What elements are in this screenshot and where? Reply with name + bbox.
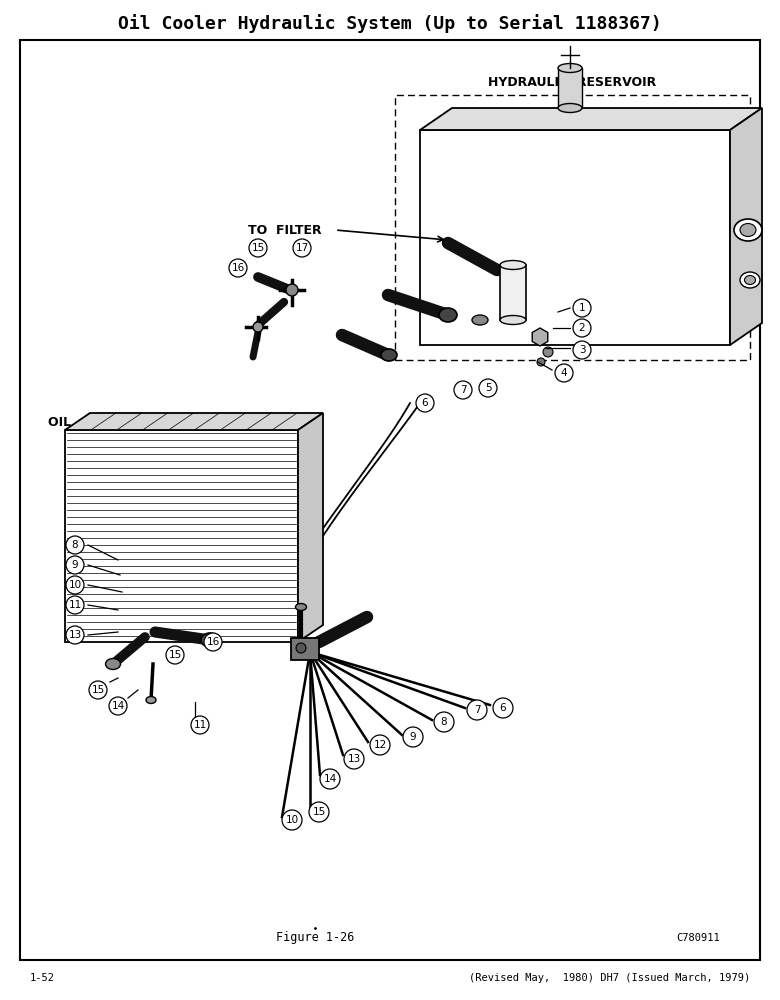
Text: 8: 8 [441,717,447,727]
Text: 11: 11 [69,600,82,610]
Polygon shape [298,413,323,642]
Text: HYDRAULIC  RESERVOIR: HYDRAULIC RESERVOIR [488,76,656,89]
Ellipse shape [146,696,156,704]
Circle shape [89,681,107,699]
Circle shape [403,727,423,747]
Text: 15: 15 [251,243,264,253]
Text: 7: 7 [473,705,480,715]
Bar [65,430,298,642]
Text: 4: 4 [561,368,567,378]
Ellipse shape [558,104,582,112]
Polygon shape [420,108,762,130]
Ellipse shape [201,633,219,647]
Text: 5: 5 [484,383,491,393]
Circle shape [253,322,263,332]
Text: 10: 10 [285,815,299,825]
Bar [420,130,730,345]
Circle shape [66,626,84,644]
Circle shape [191,716,209,734]
Ellipse shape [439,308,457,322]
Circle shape [166,646,184,664]
Circle shape [109,697,127,715]
Circle shape [309,802,329,822]
Polygon shape [730,108,762,345]
Ellipse shape [472,315,488,325]
Text: 8: 8 [72,540,78,550]
Text: 6: 6 [500,703,506,713]
Ellipse shape [740,272,760,288]
Circle shape [286,284,298,296]
Ellipse shape [744,275,756,284]
Text: 7: 7 [459,385,466,395]
Text: 14: 14 [324,774,337,784]
Text: 6: 6 [422,398,428,408]
Text: 1-52: 1-52 [30,973,55,983]
Text: 17: 17 [296,243,309,253]
Text: 15: 15 [168,650,182,660]
Ellipse shape [381,349,397,361]
Circle shape [249,239,267,257]
Text: 3: 3 [579,345,585,355]
Circle shape [66,556,84,574]
Text: 9: 9 [410,732,417,742]
Text: OIL  COOLER: OIL COOLER [48,416,136,430]
Bar [291,638,319,660]
Circle shape [537,358,545,366]
Text: 15: 15 [91,685,105,695]
Text: 9: 9 [72,560,78,570]
Circle shape [282,810,302,830]
Text: 13: 13 [347,754,360,764]
Circle shape [434,712,454,732]
Circle shape [66,536,84,554]
Ellipse shape [734,219,762,241]
Circle shape [344,749,364,769]
Text: 14: 14 [112,701,125,711]
Text: C780911: C780911 [676,933,720,943]
Text: 2: 2 [579,323,585,333]
Text: Oil Cooler Hydraulic System (Up to Serial 1188367): Oil Cooler Hydraulic System (Up to Seria… [118,15,662,33]
Ellipse shape [105,658,120,670]
Polygon shape [532,328,548,346]
Circle shape [229,259,247,277]
Circle shape [573,299,591,317]
Text: TO  FILTER: TO FILTER [248,224,321,236]
Ellipse shape [740,224,756,236]
Circle shape [320,769,340,789]
Bar [558,68,582,108]
Text: 11: 11 [193,720,207,730]
Ellipse shape [558,64,582,73]
Text: 12: 12 [374,740,387,750]
Circle shape [467,700,487,720]
Circle shape [293,239,311,257]
Polygon shape [65,413,323,430]
Ellipse shape [500,260,526,269]
Text: Figure 1-26: Figure 1-26 [276,932,354,944]
Circle shape [543,347,553,357]
Circle shape [66,596,84,614]
Text: 1: 1 [579,303,585,313]
Text: 15: 15 [312,807,325,817]
Text: (Revised May,  1980) DH7 (Issued March, 1979): (Revised May, 1980) DH7 (Issued March, 1… [469,973,750,983]
Circle shape [296,643,306,653]
Text: 13: 13 [69,630,82,640]
Text: 16: 16 [232,263,245,273]
Circle shape [573,319,591,337]
Bar [500,265,526,320]
Ellipse shape [296,603,307,610]
Circle shape [204,633,222,651]
Circle shape [573,341,591,359]
Circle shape [555,364,573,382]
Circle shape [370,735,390,755]
Text: 16: 16 [207,637,220,647]
Circle shape [493,698,513,718]
Circle shape [416,394,434,412]
Circle shape [66,576,84,594]
Circle shape [454,381,472,399]
Bar [395,95,750,360]
Ellipse shape [500,316,526,324]
Text: 10: 10 [69,580,82,590]
Circle shape [479,379,497,397]
